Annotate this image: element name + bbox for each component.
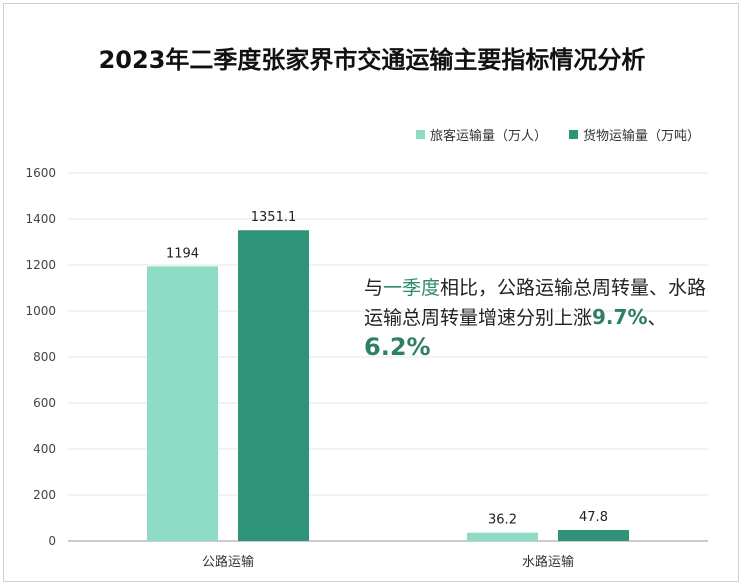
data-label-0-1: 1351.1	[251, 210, 297, 225]
chart-legend: 旅客运输量（万人） 货物运输量（万吨）	[394, 125, 700, 144]
data-label-0-0: 1194	[166, 246, 199, 261]
y-tick-label-1600: 1600	[25, 166, 56, 180]
y-tick-label-0: 0	[48, 534, 56, 548]
y-tick-label-800: 800	[33, 350, 56, 364]
legend-swatch-freight	[568, 130, 578, 139]
legend-item-freight: 货物运输量（万吨）	[568, 125, 700, 144]
y-tick-label-600: 600	[33, 396, 56, 410]
annotation-pct-waterway: 6.2%	[364, 333, 431, 361]
data-label-1-1: 47.8	[579, 510, 608, 525]
legend-label-passenger: 旅客运输量（万人）	[429, 129, 547, 144]
legend-item-passenger: 旅客运输量（万人）	[415, 125, 547, 144]
annotation-sep: 、	[647, 307, 667, 329]
y-tick-label-400: 400	[33, 442, 56, 456]
bar-1-0	[467, 532, 538, 541]
bar-0-0	[147, 266, 218, 541]
bar-1-1	[558, 530, 629, 541]
y-tick-label-1000: 1000	[25, 304, 56, 318]
legend-label-freight: 货物运输量（万吨）	[582, 129, 700, 144]
x-tick-label-1: 水路运输	[522, 554, 574, 570]
chart-frame	[3, 3, 739, 582]
y-tick-label-1400: 1400	[25, 212, 56, 226]
annotation-highlight: 一季度	[383, 277, 441, 299]
annotation-pct-highway: 9.7%	[592, 305, 648, 329]
legend-swatch-passenger	[415, 130, 425, 139]
chart-title: 2023年二季度张家界市交通运输主要指标情况分析	[98, 46, 646, 74]
x-tick-label-0: 公路运输	[202, 554, 254, 570]
annotation-part1: 与	[364, 277, 384, 299]
y-tick-label-1200: 1200	[25, 258, 56, 272]
annotation-part3: 相比，公路运输总周转量、水路运输总周转量增速分别上涨	[364, 277, 707, 329]
annotation-text: 与一季度相比，公路运输总周转量、水路运输总周转量增速分别上涨9.7%、 6.2%	[364, 274, 714, 364]
bar-0-1	[238, 230, 309, 541]
data-label-1-0: 36.2	[488, 513, 517, 528]
y-tick-label-200: 200	[33, 488, 56, 502]
